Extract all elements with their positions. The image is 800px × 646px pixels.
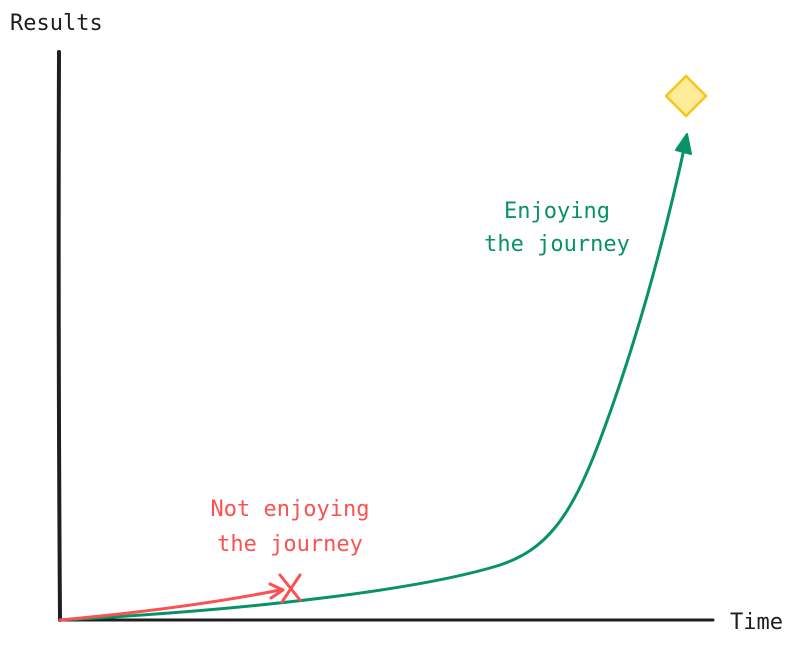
failure-arrowhead xyxy=(268,582,285,600)
goal-diamond xyxy=(664,74,708,118)
failure-arrow xyxy=(58,588,282,622)
success-curve xyxy=(58,138,688,622)
failure-annotation: Not enjoying the journey xyxy=(211,497,370,557)
success-arrowhead xyxy=(675,133,692,155)
annotation-line: the journey xyxy=(217,532,363,557)
x-axis xyxy=(58,618,715,622)
failure-cross xyxy=(278,573,302,604)
y-axis xyxy=(56,50,62,622)
success-annotation: Enjoying the journey xyxy=(484,199,630,257)
y-axis-label: Results xyxy=(10,11,103,36)
annotation-line: Enjoying xyxy=(504,199,610,224)
annotation-line: Not enjoying xyxy=(211,497,370,522)
x-axis-label: Time xyxy=(730,610,783,635)
annotation-line: the journey xyxy=(484,232,630,257)
